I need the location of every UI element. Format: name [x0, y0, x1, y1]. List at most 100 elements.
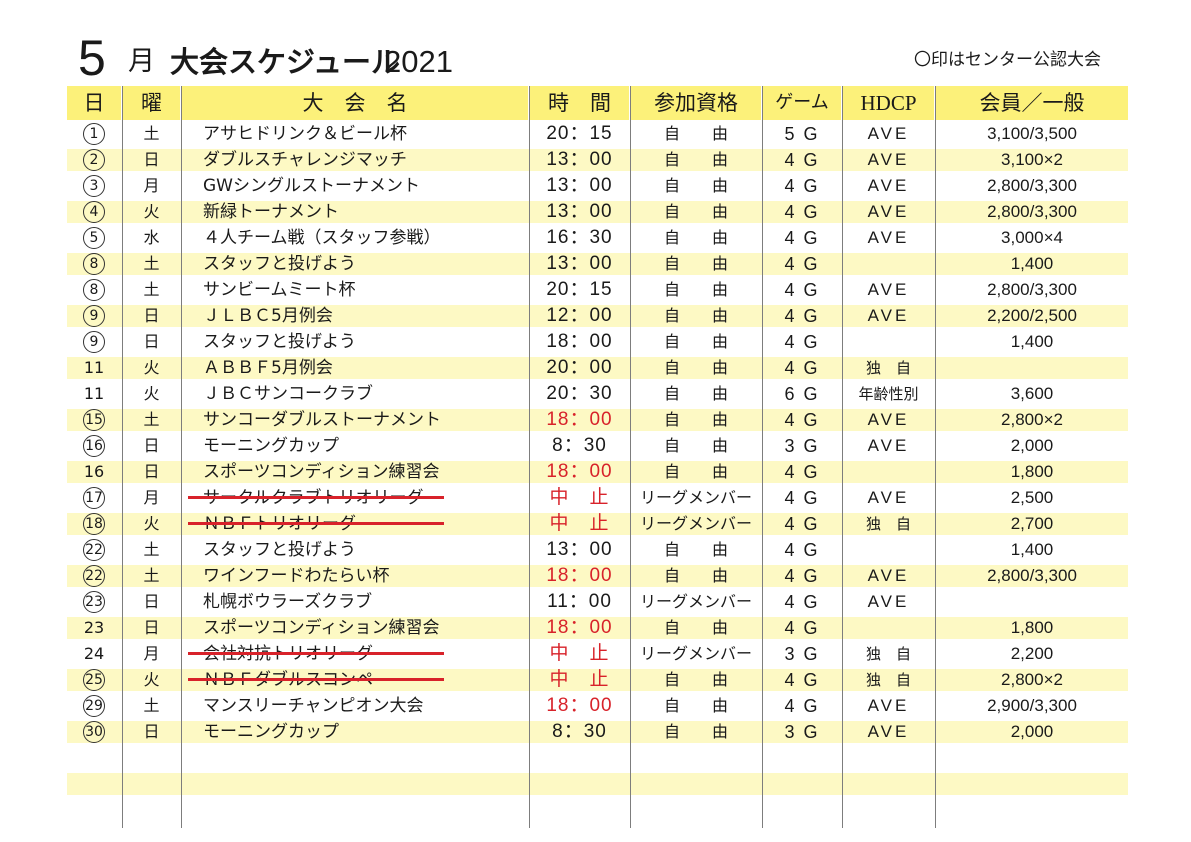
game-cell: 4 G [784, 462, 820, 482]
day-cell: 30 [67, 719, 121, 745]
qualification-cell: 自 由 [663, 306, 728, 325]
game-cell: 4 G [784, 618, 820, 638]
qualification-cell: 自 由 [663, 228, 728, 247]
column-divider [529, 86, 530, 828]
header-dow: 曜 [123, 86, 180, 120]
day-cell: 8 [67, 277, 121, 303]
event-name: スポーツコンディション練習会 [203, 618, 440, 638]
price-cell: 1,400 [1010, 332, 1054, 351]
price-cell: 2,000 [1010, 436, 1054, 455]
official-circle-day: 5 [83, 227, 105, 249]
column-divider [181, 86, 182, 828]
hdcp-cell: 独 自 [865, 645, 911, 663]
row-band [67, 253, 1128, 275]
official-circle-day: 9 [83, 305, 105, 327]
day-cell: 18 [67, 511, 121, 537]
cancel-strikethrough [188, 678, 444, 681]
qualification-cell: 自 由 [663, 358, 728, 377]
dow-cell: 土 [143, 254, 160, 273]
qualification-cell: リーグメンバー [639, 644, 752, 663]
time-cell: 中 止 [549, 487, 610, 508]
event-name: アサヒドリンク＆ビール杯 [203, 124, 407, 144]
game-cell: 6 G [784, 384, 820, 404]
header-game: ゲーム [763, 86, 841, 120]
day-cell: 1 [67, 121, 121, 147]
dow-cell: 火 [143, 670, 160, 689]
event-name: ワインフードわたらい杯 [203, 566, 390, 586]
game-cell: 4 G [784, 566, 820, 586]
event-name: 札幌ボウラーズクラブ [203, 592, 373, 612]
game-cell: 4 G [784, 670, 820, 690]
price-cell: 1,400 [1010, 254, 1054, 273]
hdcp-cell: AVE [867, 566, 910, 585]
day-cell: 15 [67, 407, 121, 433]
event-name: ダブルスチャレンジマッチ [203, 150, 407, 170]
dow-cell: 水 [143, 228, 160, 247]
time-cell: 13：00 [546, 539, 613, 560]
hdcp-cell: 年齢性別 [858, 385, 919, 403]
day-cell: 3 [67, 173, 121, 199]
game-cell: 4 G [784, 410, 820, 430]
day-cell: 23 [67, 615, 121, 641]
row-band [67, 669, 1128, 691]
cancel-strikethrough [188, 652, 444, 655]
column-divider [630, 86, 631, 828]
hdcp-cell [843, 329, 934, 355]
event-name: スタッフと投げよう [203, 540, 356, 560]
hdcp-cell [843, 537, 934, 563]
game-cell: 4 G [784, 202, 820, 222]
game-cell: 3 G [784, 722, 820, 742]
event-name: ＪＢＣサンコークラブ [203, 384, 373, 404]
official-circle-day: 17 [83, 487, 105, 509]
dow-cell: 日 [143, 306, 160, 325]
qualification-cell: 自 由 [663, 410, 728, 429]
game-cell: 4 G [784, 358, 820, 378]
hdcp-cell: AVE [867, 176, 910, 195]
official-note: 〇印はセンター公認大会 [914, 50, 1101, 70]
time-cell: 13：00 [546, 149, 613, 170]
day-cell: 9 [67, 329, 121, 355]
time-cell: 18：00 [546, 617, 613, 638]
price-cell: 2,200 [1010, 644, 1054, 663]
day-cell: 9 [67, 303, 121, 329]
row-band [67, 149, 1128, 171]
qualification-cell: リーグメンバー [639, 592, 752, 611]
dow-cell: 月 [143, 644, 160, 663]
game-cell: 4 G [784, 150, 820, 170]
game-cell: 4 G [784, 514, 820, 534]
qualification-cell: 自 由 [663, 384, 728, 403]
day-cell: 22 [67, 563, 121, 589]
dow-cell: 日 [143, 618, 160, 637]
dow-cell: 土 [143, 280, 160, 299]
time-cell: 中 止 [549, 669, 610, 690]
hdcp-cell: 独 自 [865, 671, 911, 689]
game-cell: 4 G [784, 280, 820, 300]
qualification-cell: 自 由 [663, 462, 728, 481]
price-cell: 2,800×2 [1001, 670, 1063, 689]
header-name: 大 会 名 [182, 86, 528, 120]
hdcp-cell: AVE [867, 410, 910, 429]
game-cell: 4 G [784, 176, 820, 196]
day-cell: 16 [67, 459, 121, 485]
day-cell: 8 [67, 251, 121, 277]
day-cell: 22 [67, 537, 121, 563]
time-cell: 13：00 [546, 175, 613, 196]
event-name: スポーツコンディション練習会 [203, 462, 440, 482]
game-cell: 4 G [784, 306, 820, 326]
qualification-cell: 自 由 [663, 332, 728, 351]
day-number: 24 [83, 644, 105, 663]
day-cell: 11 [67, 355, 121, 381]
hdcp-cell: AVE [867, 202, 910, 221]
column-divider [935, 86, 936, 828]
time-cell: 12：00 [546, 305, 613, 326]
day-cell: 25 [67, 667, 121, 693]
dow-cell: 日 [143, 150, 160, 169]
row-band [67, 513, 1128, 535]
day-number: 16 [83, 462, 105, 481]
game-cell: 4 G [784, 592, 820, 612]
dow-cell: 土 [143, 124, 160, 143]
time-cell: 13：00 [546, 253, 613, 274]
qualification-cell: 自 由 [663, 722, 728, 741]
title-text: 大会スケジュール [170, 45, 400, 79]
dow-cell: 火 [143, 384, 160, 403]
